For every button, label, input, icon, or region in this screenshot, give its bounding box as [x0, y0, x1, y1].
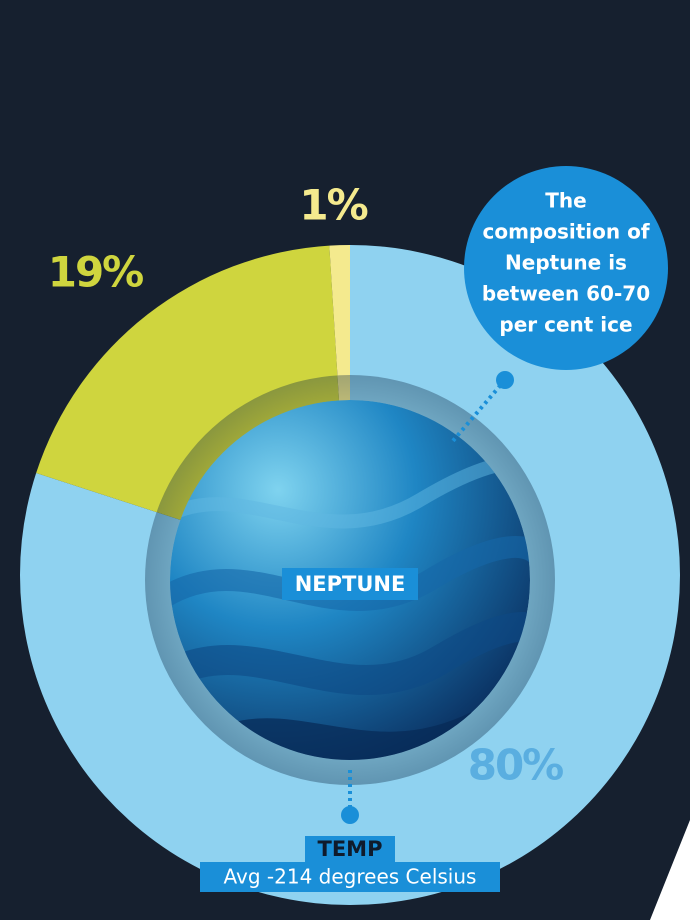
callout-line: The [545, 189, 586, 213]
callout-dot [496, 371, 514, 389]
callout-line: composition of [482, 220, 649, 244]
callout-line: Neptune is [505, 251, 627, 275]
temp-text: Avg -214 degrees Celsius [224, 865, 477, 889]
value-label: 1% [299, 181, 367, 230]
corner-decoration [650, 820, 690, 920]
center-label-box [282, 568, 418, 600]
callout-bubble [464, 166, 668, 370]
value-label: 80% [468, 741, 563, 790]
value-label: 19% [48, 248, 143, 297]
temp-title-box [305, 836, 395, 862]
temp-text-box [200, 862, 500, 892]
center-label: NEPTUNE [295, 572, 406, 596]
callout-text: The composition of Neptune is between 60-70… [482, 189, 650, 337]
temp-dot [341, 806, 359, 824]
callout-line: per cent ice [499, 313, 632, 337]
temp-title: TEMP [318, 837, 383, 861]
callout-line: between 60-70 [482, 282, 650, 306]
